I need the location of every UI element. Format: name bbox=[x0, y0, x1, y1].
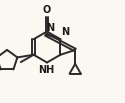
Text: NH: NH bbox=[38, 65, 55, 75]
Text: N: N bbox=[61, 28, 69, 37]
Text: N: N bbox=[46, 23, 54, 33]
Text: O: O bbox=[43, 5, 51, 15]
